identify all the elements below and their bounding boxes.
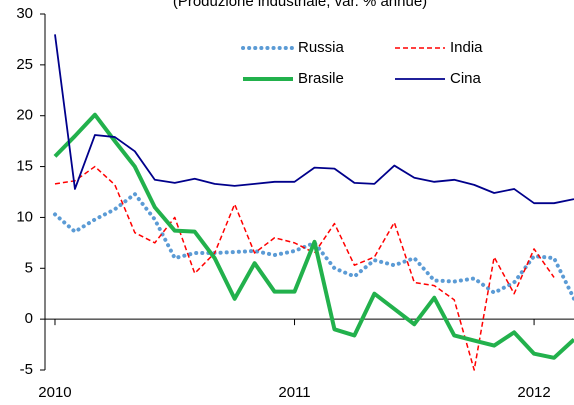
y-tick-label: 30 bbox=[16, 5, 33, 22]
y-tick-label: 10 bbox=[16, 208, 33, 225]
x-tick-label: 2010 bbox=[38, 384, 71, 401]
y-tick-label: 15 bbox=[16, 158, 33, 175]
x-tick-label: 2012 bbox=[517, 384, 550, 401]
legend-label: India bbox=[450, 39, 483, 56]
y-tick-label: 5 bbox=[25, 259, 33, 276]
legend-label: Cina bbox=[450, 70, 482, 87]
y-tick-label: 25 bbox=[16, 56, 33, 73]
y-tick-label: -5 bbox=[20, 361, 33, 378]
y-tick-label: 20 bbox=[16, 107, 33, 124]
y-tick-label: 0 bbox=[25, 310, 33, 327]
x-tick-label: 2011 bbox=[278, 384, 310, 401]
legend-label: Russia bbox=[298, 39, 345, 56]
legend-label: Brasile bbox=[298, 70, 344, 87]
series-line bbox=[54, 165, 555, 371]
series-line bbox=[54, 34, 574, 205]
series-line bbox=[53, 112, 574, 360]
chart-title: (Produzione industriale, var. % annue) bbox=[173, 0, 427, 10]
